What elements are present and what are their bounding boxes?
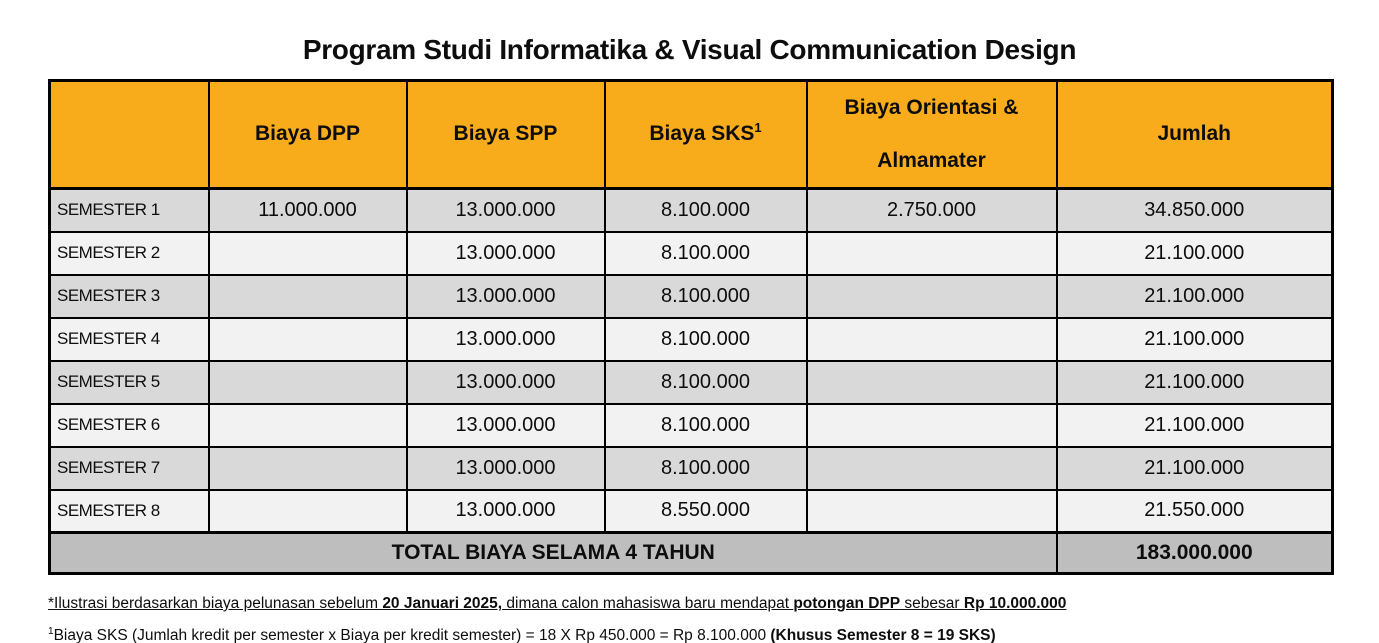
fee-value-cell: 13.000.000 xyxy=(405,445,606,491)
table-row: SEMESTER 1 11.000.000 13.000.000 8.100.000 2… xyxy=(48,187,1334,233)
fee-table: Biaya DPP Biaya SPP Biaya SKS1 Biaya Orient… xyxy=(48,79,1334,575)
fee-value-cell xyxy=(207,230,408,276)
table-header-row: Biaya DPP Biaya SPP Biaya SKS1 Biaya Orient… xyxy=(48,79,1334,190)
fee-value-cell: 2.750.000 xyxy=(805,187,1058,233)
total-label: TOTAL BIAYA SELAMA 4 TAHUN xyxy=(48,531,1058,575)
fee-value-cell xyxy=(207,273,408,319)
footnotes: *Ilustrasi berdasarkan biaya pelunasan s… xyxy=(48,595,1331,643)
semester-label: SEMESTER 8 xyxy=(48,488,210,534)
column-header-biaya-sks: Biaya SKS1 xyxy=(603,79,808,190)
fee-value-cell xyxy=(207,445,408,491)
fee-value-cell: 21.100.000 xyxy=(1055,359,1334,405)
semester-label: SEMESTER 5 xyxy=(48,359,210,405)
fee-value-cell: 21.100.000 xyxy=(1055,230,1334,276)
footnote-superscript: 1 xyxy=(48,625,54,637)
fee-value-cell: 21.100.000 xyxy=(1055,445,1334,491)
table-row: SEMESTER 6 13.000.000 8.100.000 21.100.000 xyxy=(48,402,1334,448)
table-row: SEMESTER 3 13.000.000 8.100.000 21.100.000 xyxy=(48,273,1334,319)
column-header-label: Biaya SPP xyxy=(453,122,558,146)
total-value: 183.000.000 xyxy=(1055,531,1334,575)
footnote-bold-segment: Rp 10.000.000 xyxy=(963,595,1067,612)
fee-value-cell xyxy=(805,445,1058,491)
semester-label: SEMESTER 7 xyxy=(48,445,210,491)
column-header-label: Jumlah xyxy=(1157,122,1232,146)
fee-value-cell: 13.000.000 xyxy=(405,316,606,362)
fee-value-cell: 8.100.000 xyxy=(603,273,808,319)
fee-value-cell: 8.100.000 xyxy=(603,187,808,233)
footnote-text: *Ilustrasi berdasarkan biaya pelunasan s… xyxy=(48,595,1066,612)
fee-value-cell xyxy=(207,402,408,448)
column-header-biaya-dpp: Biaya DPP xyxy=(207,79,408,190)
fee-value-cell: 8.550.000 xyxy=(603,488,808,534)
column-header-label: Biaya Orientasi & Almamater xyxy=(844,96,1019,172)
fee-value-cell xyxy=(207,488,408,534)
footnote-segment: *Ilustrasi berdasarkan biaya pelunasan s… xyxy=(48,595,383,612)
fee-value-cell: 21.550.000 xyxy=(1055,488,1334,534)
fee-value-cell: 13.000.000 xyxy=(405,402,606,448)
table-row: SEMESTER 5 13.000.000 8.100.000 21.100.000 xyxy=(48,359,1334,405)
fee-value-cell: 13.000.000 xyxy=(405,187,606,233)
fee-value-cell: 8.100.000 xyxy=(603,402,808,448)
table-row: SEMESTER 2 13.000.000 8.100.000 21.100.000 xyxy=(48,230,1334,276)
fee-value-cell xyxy=(805,316,1058,362)
semester-label: SEMESTER 3 xyxy=(48,273,210,319)
fee-value-cell: 8.100.000 xyxy=(603,445,808,491)
footnote-text: Biaya SKS (Jumlah kredit per semester x … xyxy=(54,627,996,643)
fee-value-cell xyxy=(805,359,1058,405)
fee-value-cell: 21.100.000 xyxy=(1055,316,1334,362)
fee-value-cell xyxy=(207,316,408,362)
semester-label: SEMESTER 4 xyxy=(48,316,210,362)
column-header-empty xyxy=(48,79,210,190)
total-row: TOTAL BIAYA SELAMA 4 TAHUN 183.000.000 xyxy=(48,531,1334,575)
column-header-biaya-orientasi-almamater: Biaya Orientasi & Almamater xyxy=(805,79,1058,190)
footnote-segment: Biaya SKS (Jumlah kredit per semester x … xyxy=(53,626,771,643)
table-row: SEMESTER 7 13.000.000 8.100.000 21.100.000 xyxy=(48,445,1334,491)
page-title: Program Studi Informatika & Visual Commu… xyxy=(302,34,1077,65)
fee-value-cell: 11.000.000 xyxy=(207,187,408,233)
semester-label: SEMESTER 2 xyxy=(48,230,210,276)
footnote-segment: sebesar xyxy=(900,595,964,612)
table-row: SEMESTER 8 13.000.000 8.550.000 21.550.000 xyxy=(48,488,1334,534)
fee-value-cell: 8.100.000 xyxy=(603,230,808,276)
table-row: SEMESTER 4 13.000.000 8.100.000 21.100.000 xyxy=(48,316,1334,362)
footnote-line-2: 1Biaya SKS (Jumlah kredit per semester x… xyxy=(48,626,1331,643)
column-header-label: Biaya SKS xyxy=(649,122,755,146)
fee-value-cell: 13.000.000 xyxy=(405,273,606,319)
column-header-superscript: 1 xyxy=(754,120,762,136)
column-header-biaya-spp: Biaya SPP xyxy=(405,79,606,190)
column-header-label: Biaya DPP xyxy=(254,122,361,146)
fee-value-cell xyxy=(805,488,1058,534)
footnote-segment: dimana calon mahasiswa baru mendapat xyxy=(502,595,794,612)
fee-value-cell: 13.000.000 xyxy=(405,488,606,534)
semester-label: SEMESTER 1 xyxy=(48,187,210,233)
fee-value-cell xyxy=(805,273,1058,319)
footnote-line-1: *Ilustrasi berdasarkan biaya pelunasan s… xyxy=(48,595,1331,614)
footnote-bold-segment: potongan DPP xyxy=(793,595,901,612)
fee-value-cell: 13.000.000 xyxy=(405,230,606,276)
fee-value-cell: 21.100.000 xyxy=(1055,402,1334,448)
fee-value-cell xyxy=(805,402,1058,448)
fee-value-cell: 13.000.000 xyxy=(405,359,606,405)
footnote-bold-segment: (Khusus Semester 8 = 19 SKS) xyxy=(770,626,996,643)
fee-value-cell xyxy=(805,230,1058,276)
fee-table-body: SEMESTER 1 11.000.000 13.000.000 8.100.000 2… xyxy=(48,187,1334,575)
footnote-bold-segment: 20 Januari 2025, xyxy=(382,595,503,612)
fee-value-cell: 34.850.000 xyxy=(1055,187,1334,233)
fee-value-cell: 21.100.000 xyxy=(1055,273,1334,319)
column-header-jumlah: Jumlah xyxy=(1055,79,1334,190)
fee-value-cell: 8.100.000 xyxy=(603,316,808,362)
fee-value-cell xyxy=(207,359,408,405)
semester-label: SEMESTER 6 xyxy=(48,402,210,448)
fee-value-cell: 8.100.000 xyxy=(603,359,808,405)
